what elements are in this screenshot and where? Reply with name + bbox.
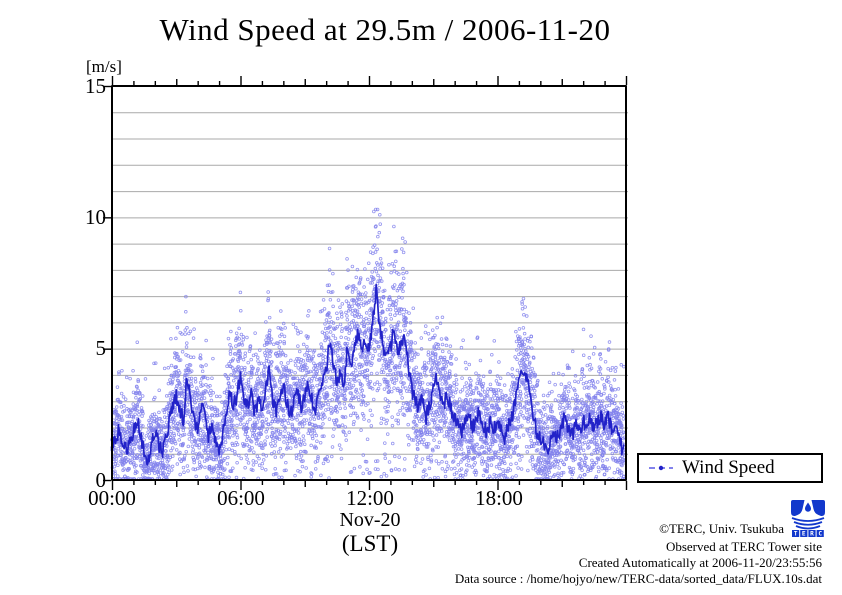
- y-tick-label-10: 10: [85, 205, 106, 229]
- footer-observed-text: Observed at TERC Tower site: [665, 539, 822, 554]
- x-axis-timezone-label: (LST): [341, 531, 399, 556]
- x-tick-label-1200: 12:00: [346, 486, 394, 510]
- legend: Wind Speed: [637, 453, 823, 483]
- footer-datasource-text: Data source : /home/hojyo/new/TERC-data/…: [454, 571, 822, 586]
- y-tick-label-5: 5: [95, 336, 107, 360]
- logo-letter-e: E: [802, 531, 806, 537]
- x-axis-date-label: Nov-20: [339, 509, 401, 531]
- y-axis-unit-label: [m/s]: [86, 57, 122, 76]
- terc-logo-icon: T E R C: [791, 500, 825, 537]
- y-tick-label-0: 0: [95, 468, 107, 492]
- logo-letter-c: C: [818, 531, 822, 537]
- logo-letter-r: R: [810, 531, 814, 537]
- x-tick-label-1800: 18:00: [475, 486, 523, 510]
- chart-title: Wind Speed at 29.5m / 2006-11-20: [159, 12, 611, 47]
- legend-line-marker-icon: [649, 465, 673, 471]
- x-tick-label-0000: 00:00: [88, 486, 136, 510]
- logo-letter-t: T: [794, 531, 798, 537]
- footer-copyright-text: ©TERC, Univ. Tsukuba: [659, 521, 784, 536]
- footer-created-text: Created Automatically at 2006-11-20/23:5…: [578, 555, 822, 570]
- legend-label: Wind Speed: [682, 457, 775, 478]
- x-tick-label-0600: 06:00: [217, 486, 265, 510]
- y-tick-label-15: 15: [85, 74, 106, 98]
